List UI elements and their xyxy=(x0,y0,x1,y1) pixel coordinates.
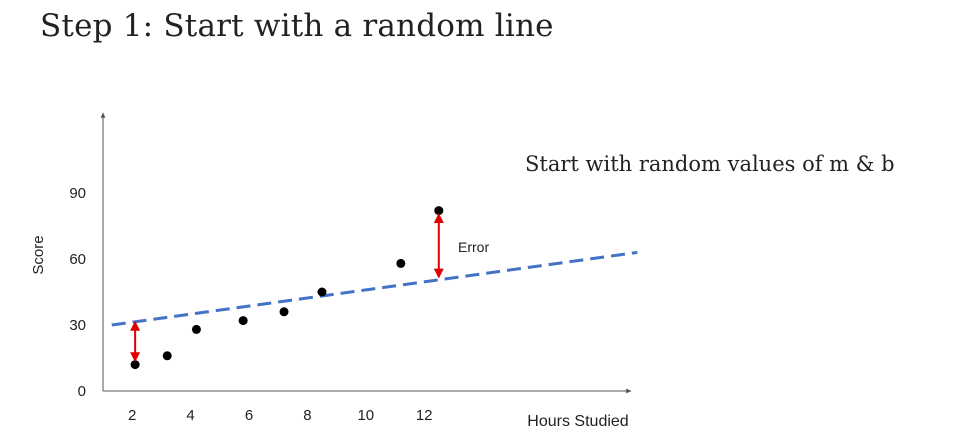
y-tick-labels: 0 30 60 90 xyxy=(69,185,86,400)
y-axis-label: Score xyxy=(30,235,47,274)
y-tick-label: 30 xyxy=(69,317,86,334)
data-point xyxy=(396,258,406,268)
data-point xyxy=(130,360,140,370)
y-tick-label: 60 xyxy=(69,251,86,268)
data-point xyxy=(434,206,444,216)
data-points xyxy=(130,206,444,370)
x-tick-labels: 2 4 6 8 10 12 xyxy=(128,407,433,424)
data-point xyxy=(162,351,172,361)
x-tick-label: 2 xyxy=(128,407,136,424)
slide-title: Step 1: Start with a random line xyxy=(40,8,554,44)
error-markers xyxy=(130,213,444,363)
x-tick-label: 8 xyxy=(303,407,311,424)
x-tick-label: 12 xyxy=(416,407,433,424)
x-tick-label: 10 xyxy=(357,407,374,424)
data-point xyxy=(317,287,327,297)
regression-line xyxy=(111,250,638,327)
y-tick-label: 0 xyxy=(78,383,86,400)
x-tick-label: 6 xyxy=(245,407,253,424)
x-axis-label: Hours Studied xyxy=(527,413,628,430)
annotation-text: Start with random values of m & b xyxy=(525,152,895,176)
x-tick-label: 4 xyxy=(186,407,194,424)
data-point xyxy=(238,316,248,326)
error-label: Error xyxy=(458,239,489,255)
data-point xyxy=(191,324,201,334)
y-tick-label: 90 xyxy=(69,185,86,202)
data-point xyxy=(279,307,289,317)
